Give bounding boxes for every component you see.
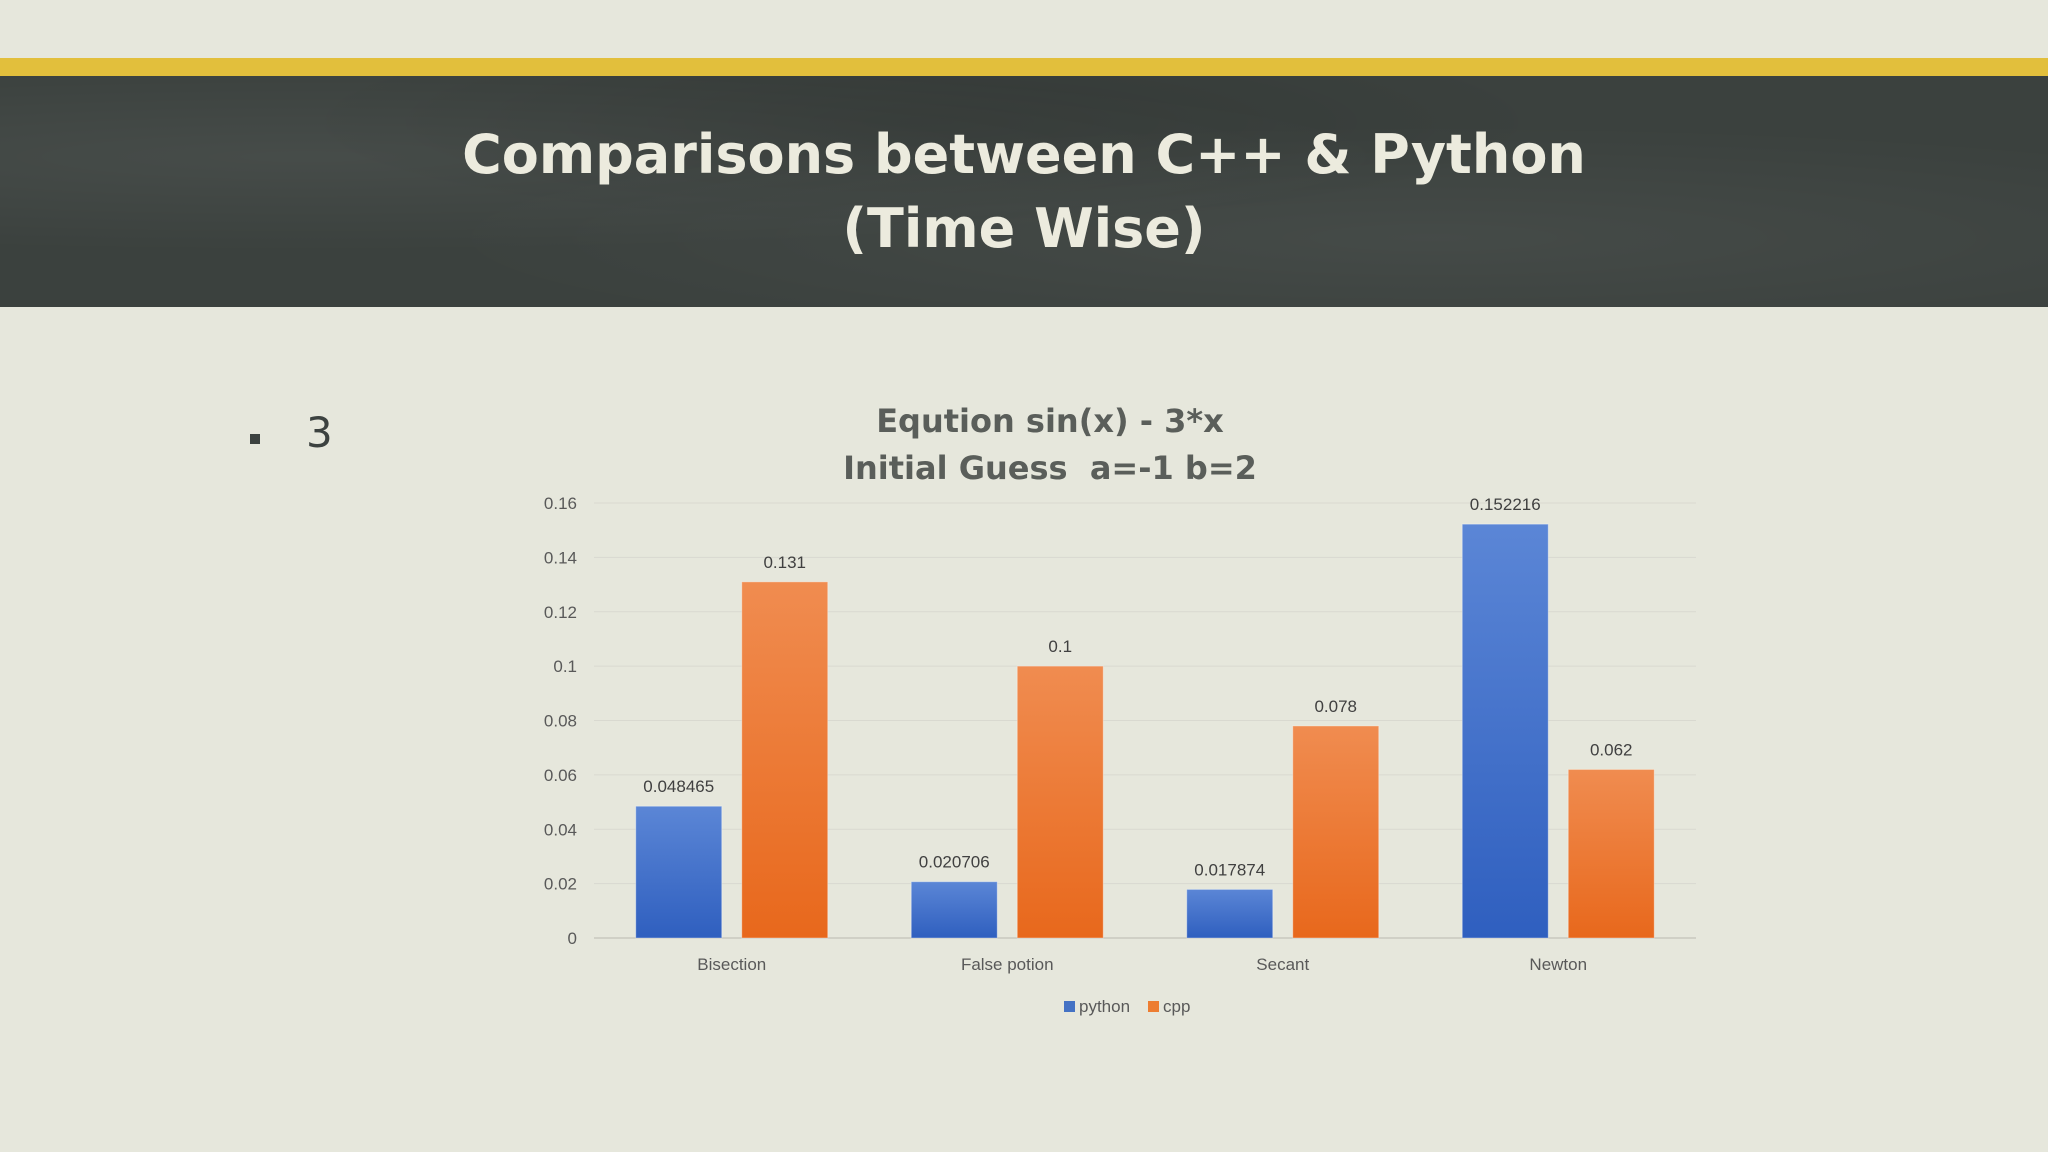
bar-cpp-bisection — [741, 581, 829, 939]
x-category-label: Bisection — [697, 955, 766, 974]
x-category-label: Newton — [1529, 955, 1587, 974]
slide-title-line2: (Time Wise) — [842, 197, 1206, 260]
data-label: 0.131 — [763, 553, 806, 572]
data-label: 0.020706 — [919, 853, 990, 872]
y-tick-label: 0.16 — [544, 494, 577, 513]
x-category-label: False potion — [961, 955, 1054, 974]
bars — [635, 523, 1655, 939]
y-tick-label: 0.14 — [544, 548, 577, 567]
top-strip — [0, 0, 2048, 58]
chart-title-line2: Initial Guess a=-1 b=2 — [843, 449, 1257, 487]
bullet-marker — [250, 434, 260, 444]
data-label: 0.152216 — [1470, 495, 1541, 514]
y-tick-label: 0.02 — [544, 875, 577, 894]
slide-title-line1: Comparisons between C++ & Python — [462, 123, 1586, 186]
bar-cpp-newton — [1567, 768, 1655, 939]
bar-cpp-false-potion — [1016, 665, 1104, 939]
data-label: 0.062 — [1590, 740, 1633, 759]
bar-python-newton — [1461, 523, 1549, 939]
y-tick-label: 0 — [568, 929, 577, 948]
accent-bar — [0, 58, 2048, 76]
x-category-label: Secant — [1256, 955, 1309, 974]
y-axis-ticks: 0 0.02 0.04 0.06 0.08 0.1 0.12 0.14 0.16 — [544, 494, 577, 948]
chart-title-line1: Eqution sin(x) - 3*x — [876, 402, 1224, 440]
bullet-text: 3 — [306, 408, 333, 457]
bar-python-secant — [1186, 888, 1274, 939]
x-axis-categories: Bisection False potion Secant Newton — [697, 955, 1587, 974]
data-labels: 0.048465 0.131 0.020706 0.1 0.017874 0.078 0.1… — [643, 495, 1632, 879]
header-band — [0, 76, 2048, 307]
y-tick-label: 0.06 — [544, 766, 577, 785]
data-label: 0.048465 — [643, 777, 714, 796]
data-label: 0.078 — [1314, 697, 1357, 716]
legend: python cpp — [1064, 997, 1190, 1016]
y-tick-label: 0.1 — [553, 657, 577, 676]
y-tick-label: 0.08 — [544, 712, 577, 731]
legend-label-cpp: cpp — [1163, 997, 1190, 1016]
legend-label-python: python — [1079, 997, 1130, 1016]
bar-cpp-secant — [1292, 725, 1380, 939]
slide-title: Comparisons between C++ & Python (Time W… — [0, 118, 2048, 266]
y-tick-label: 0.04 — [544, 820, 577, 839]
bar-python-bisection — [635, 805, 723, 939]
data-label: 0.017874 — [1194, 860, 1265, 879]
y-tick-label: 0.12 — [544, 603, 577, 622]
bar-python-false-potion — [910, 881, 998, 939]
legend-swatch-cpp — [1148, 1001, 1159, 1012]
legend-swatch-python — [1064, 1001, 1075, 1012]
data-label: 0.1 — [1048, 637, 1072, 656]
